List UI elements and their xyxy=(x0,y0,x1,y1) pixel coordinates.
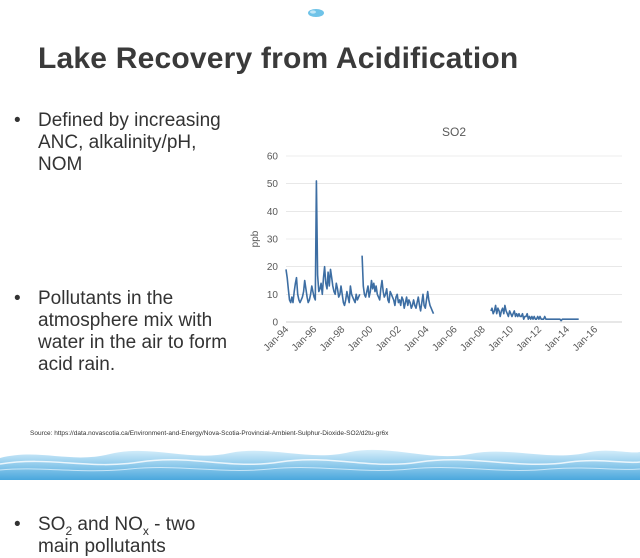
so2-series-line-2 xyxy=(361,255,435,315)
y-tick-label: 20 xyxy=(267,262,279,273)
bullet-text: Pollutants in the atmosphere mix with wa… xyxy=(38,288,228,375)
bullet-text: SO2 and NOx - two main pollutants xyxy=(38,514,196,557)
x-tick-label: Jan-06 xyxy=(430,324,460,354)
x-tick-label: Jan-02 xyxy=(374,324,404,354)
x-tick-label: Jan-14 xyxy=(543,324,573,354)
y-tick-label: 30 xyxy=(267,235,279,246)
bullet-text: Defined by increasing ANC, alkalinity/pH… xyxy=(38,110,221,175)
y-tick-label: 60 xyxy=(267,152,279,163)
water-drop-logo-icon xyxy=(308,9,324,17)
chart-title: SO2 xyxy=(442,125,466,139)
y-tick-label: 0 xyxy=(272,318,278,329)
x-tick-label: Jan-08 xyxy=(458,324,488,354)
y-axis-label: ppb xyxy=(250,230,261,247)
bullet-item-so2-nox: • SO2 and NOx - two main pollutants xyxy=(10,514,240,558)
x-tick-label: Jan-04 xyxy=(402,324,432,354)
y-tick-label: 10 xyxy=(267,290,279,301)
x-tick-label: Jan-16 xyxy=(571,324,601,354)
y-tick-label: 40 xyxy=(267,207,279,218)
x-tick-label: Jan-98 xyxy=(318,324,348,354)
x-tick-label: Jan-10 xyxy=(487,324,517,354)
bullet-icon: • xyxy=(14,110,21,131)
bullet-icon: • xyxy=(14,514,21,535)
so2-line-chart: SO2ppb0102030405060Jan-94Jan-96Jan-98Jan… xyxy=(250,125,622,354)
slide-title: Lake Recovery from Acidification xyxy=(38,42,519,75)
bullet-icon: • xyxy=(14,288,21,309)
bullet-item-pollutants: • Pollutants in the atmosphere mix with w… xyxy=(10,288,240,376)
x-tick-label: Jan-00 xyxy=(346,324,376,354)
x-tick-label: Jan-96 xyxy=(290,324,320,354)
source-citation: Source: https://data.novascotia.ca/Envir… xyxy=(30,430,389,437)
y-tick-label: 50 xyxy=(267,179,279,190)
bullet-list: • Defined by increasing ANC, alkalinity/p… xyxy=(10,110,240,557)
bullet-item-definition: • Defined by increasing ANC, alkalinity/p… xyxy=(10,110,240,176)
wave-border-decoration xyxy=(0,449,640,480)
so2-series-line-1 xyxy=(285,180,361,307)
x-tick-label: Jan-12 xyxy=(515,324,545,354)
so2-series-line-3 xyxy=(490,304,579,322)
